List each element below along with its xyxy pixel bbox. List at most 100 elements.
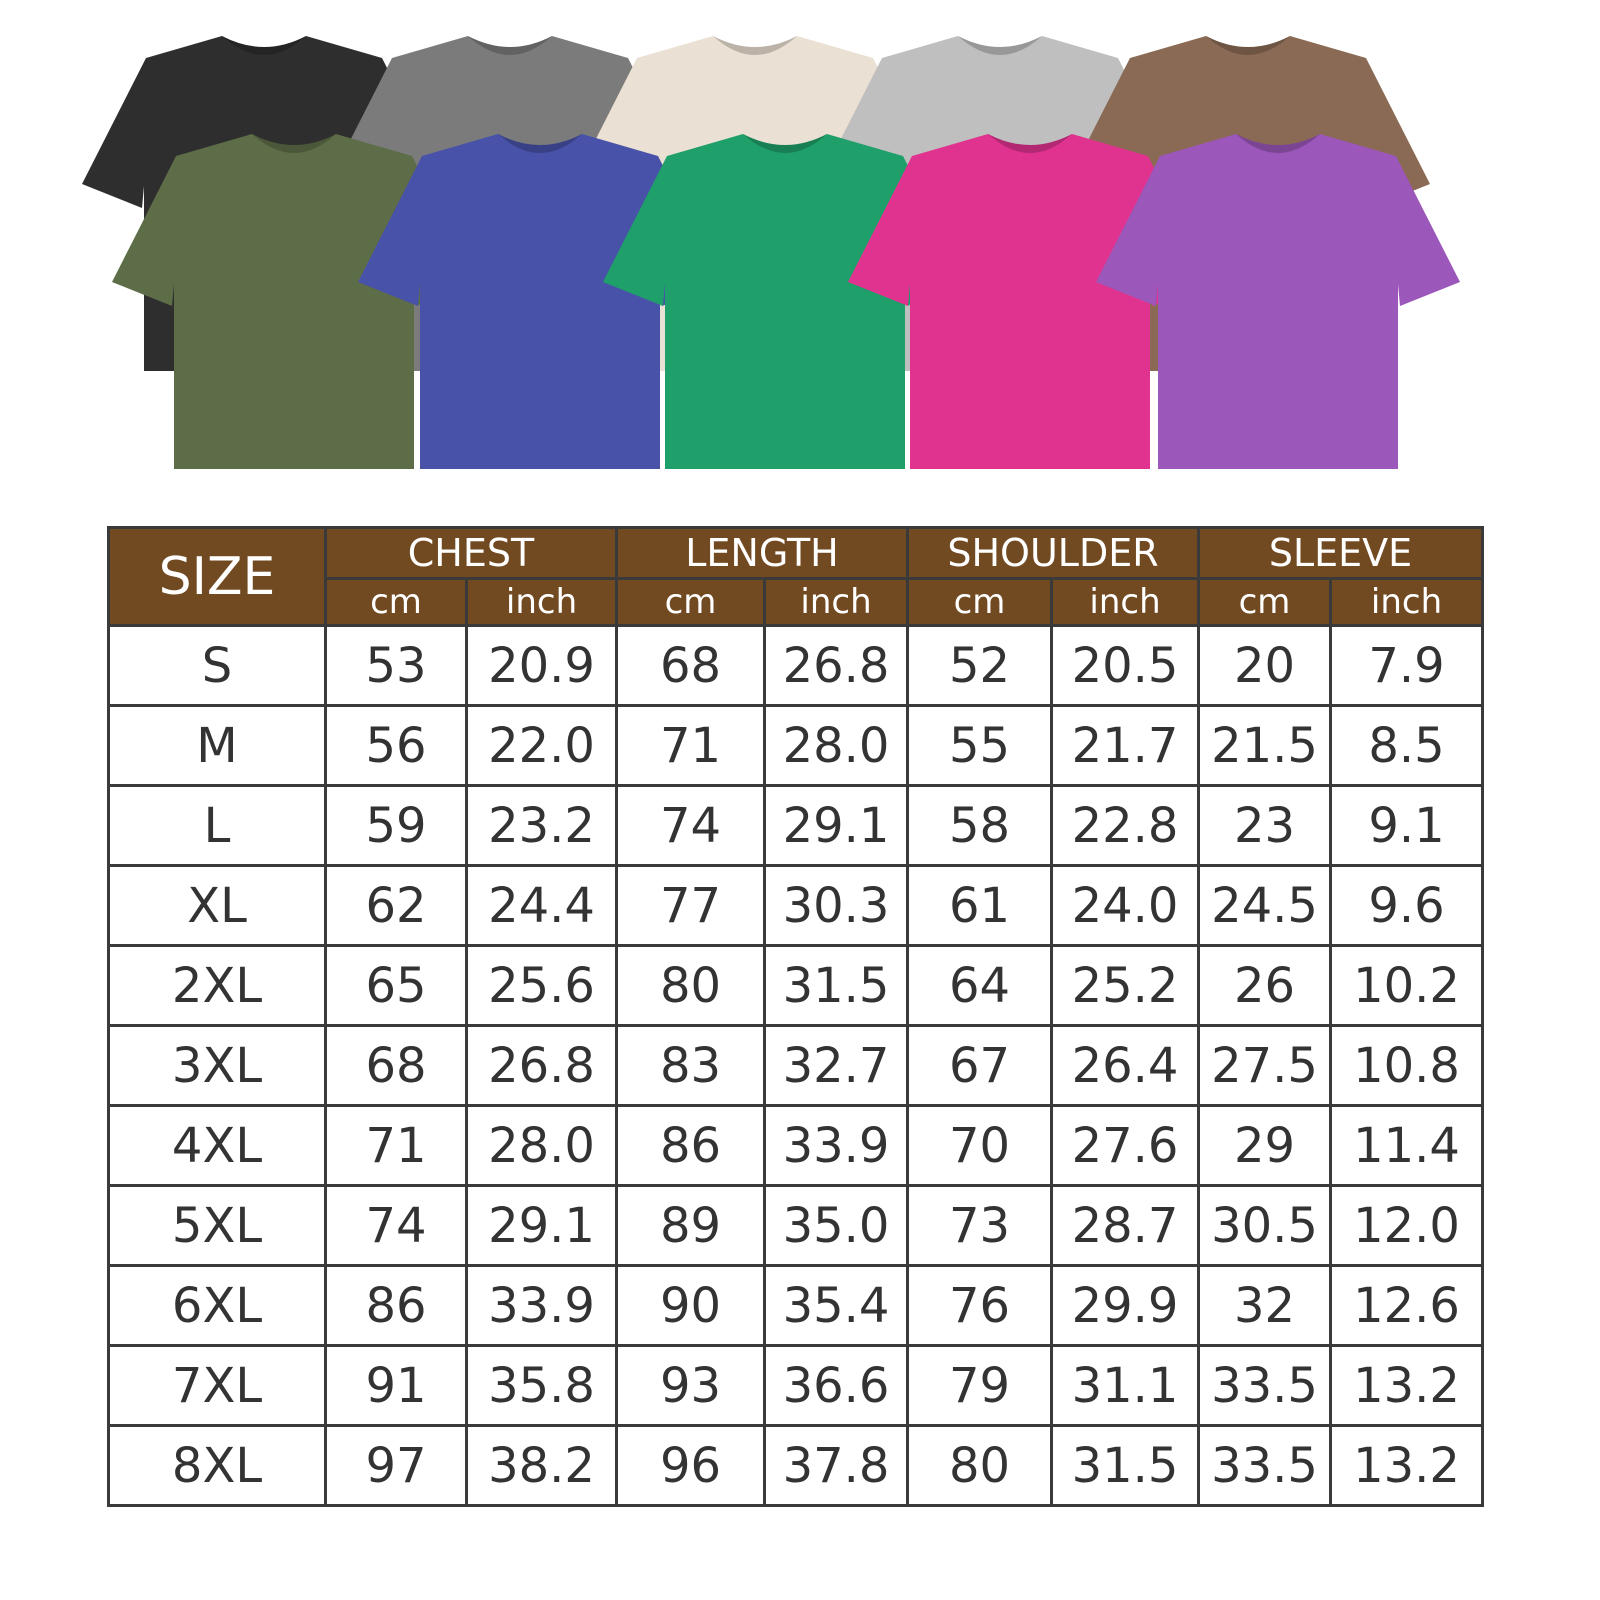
- tshirt-front: [848, 134, 1212, 469]
- measurement-cell: 52: [906, 624, 1053, 707]
- measurement-cell: 59: [324, 784, 468, 867]
- shoulder-header: SHOULDER: [906, 526, 1200, 580]
- measurement-cell: 10.8: [1329, 1024, 1484, 1107]
- unit-header: inch: [1050, 577, 1200, 627]
- measurement-cell: 20: [1197, 624, 1332, 707]
- measurement-cell: 80: [615, 944, 766, 1027]
- size-cell: XL: [107, 864, 327, 947]
- measurement-cell: 21.7: [1050, 704, 1200, 787]
- table-row: 5XL 74 29.1 89 35.0 73 28.7 30.5 12.0: [107, 1184, 1484, 1267]
- measurement-cell: 74: [615, 784, 766, 867]
- measurement-cell: 24.0: [1050, 864, 1200, 947]
- measurement-cell: 13.2: [1329, 1344, 1484, 1427]
- tshirt-front: [112, 134, 476, 469]
- measurement-cell: 23.2: [465, 784, 618, 867]
- measurement-cell: 56: [324, 704, 468, 787]
- size-cell: 6XL: [107, 1264, 327, 1347]
- measurement-cell: 23: [1197, 784, 1332, 867]
- unit-header: cm: [615, 577, 766, 627]
- table-row: S 53 20.9 68 26.8 52 20.5 20 7.9: [107, 624, 1484, 707]
- measurement-cell: 86: [615, 1104, 766, 1187]
- table-row: 2XL 65 25.6 80 31.5 64 25.2 26 10.2: [107, 944, 1484, 1027]
- measurement-cell: 20.9: [465, 624, 618, 707]
- measurement-cell: 74: [324, 1184, 468, 1267]
- measurement-cell: 80: [906, 1424, 1053, 1507]
- unit-header: cm: [906, 577, 1053, 627]
- unit-header: inch: [1329, 577, 1484, 627]
- tshirt-front: [603, 134, 967, 469]
- measurement-cell: 86: [324, 1264, 468, 1347]
- unit-header: cm: [324, 577, 468, 627]
- measurement-cell: 35.8: [465, 1344, 618, 1427]
- measurement-cell: 8.5: [1329, 704, 1484, 787]
- measurement-cell: 31.1: [1050, 1344, 1200, 1427]
- size-cell: 7XL: [107, 1344, 327, 1427]
- measurement-cell: 12.6: [1329, 1264, 1484, 1347]
- measurement-cell: 33.5: [1197, 1344, 1332, 1427]
- measurement-cell: 20.5: [1050, 624, 1200, 707]
- measurement-cell: 26: [1197, 944, 1332, 1027]
- measurement-cell: 24.5: [1197, 864, 1332, 947]
- table-row: L 59 23.2 74 29.1 58 22.8 23 9.1: [107, 784, 1484, 867]
- unit-header: inch: [465, 577, 618, 627]
- measurement-cell: 67: [906, 1024, 1053, 1107]
- measurement-cell: 68: [615, 624, 766, 707]
- size-cell: 8XL: [107, 1424, 327, 1507]
- measurement-cell: 58: [906, 784, 1053, 867]
- measurement-cell: 29.9: [1050, 1264, 1200, 1347]
- measurement-cell: 26.8: [763, 624, 909, 707]
- measurement-cell: 55: [906, 704, 1053, 787]
- measurement-cell: 9.1: [1329, 784, 1484, 867]
- table-row: 4XL 71 28.0 86 33.9 70 27.6 29 11.4: [107, 1104, 1484, 1187]
- measurement-cell: 25.6: [465, 944, 618, 1027]
- measurement-cell: 77: [615, 864, 766, 947]
- measurement-cell: 21.5: [1197, 704, 1332, 787]
- measurement-cell: 30.3: [763, 864, 909, 947]
- measurement-cell: 71: [615, 704, 766, 787]
- size-chart-table: SIZE CHEST LENGTH SHOULDER SLEEVE cm inch…: [107, 526, 1484, 1507]
- measurement-cell: 26.8: [465, 1024, 618, 1107]
- measurement-cell: 10.2: [1329, 944, 1484, 1027]
- measurement-cell: 38.2: [465, 1424, 618, 1507]
- measurement-cell: 91: [324, 1344, 468, 1427]
- measurement-cell: 68: [324, 1024, 468, 1107]
- measurement-cell: 28.0: [465, 1104, 618, 1187]
- tshirt-front: [358, 134, 722, 469]
- measurement-cell: 22.8: [1050, 784, 1200, 867]
- measurement-cell: 37.8: [763, 1424, 909, 1507]
- size-cell: 4XL: [107, 1104, 327, 1187]
- measurement-cell: 9.6: [1329, 864, 1484, 947]
- size-cell: L: [107, 784, 327, 867]
- measurement-cell: 79: [906, 1344, 1053, 1427]
- measurement-cell: 89: [615, 1184, 766, 1267]
- measurement-cell: 73: [906, 1184, 1053, 1267]
- measurement-cell: 71: [324, 1104, 468, 1187]
- measurement-cell: 7.9: [1329, 624, 1484, 707]
- measurement-cell: 27.6: [1050, 1104, 1200, 1187]
- size-cell: M: [107, 704, 327, 787]
- measurement-cell: 26.4: [1050, 1024, 1200, 1107]
- measurement-cell: 12.0: [1329, 1184, 1484, 1267]
- measurement-cell: 30.5: [1197, 1184, 1332, 1267]
- sleeve-header: SLEEVE: [1197, 526, 1484, 580]
- measurement-cell: 32.7: [763, 1024, 909, 1107]
- unit-header: inch: [763, 577, 909, 627]
- measurement-cell: 65: [324, 944, 468, 1027]
- size-cell: 5XL: [107, 1184, 327, 1267]
- measurement-cell: 28.7: [1050, 1184, 1200, 1267]
- length-header: LENGTH: [615, 526, 909, 580]
- measurement-cell: 33.9: [465, 1264, 618, 1347]
- measurement-cell: 11.4: [1329, 1104, 1484, 1187]
- measurement-cell: 96: [615, 1424, 766, 1507]
- measurement-cell: 27.5: [1197, 1024, 1332, 1107]
- table-row: 7XL 91 35.8 93 36.6 79 31.1 33.5 13.2: [107, 1344, 1484, 1427]
- size-cell: 3XL: [107, 1024, 327, 1107]
- table-row: XL 62 24.4 77 30.3 61 24.0 24.5 9.6: [107, 864, 1484, 947]
- size-cell: S: [107, 624, 327, 707]
- measurement-cell: 64: [906, 944, 1053, 1027]
- measurement-cell: 35.0: [763, 1184, 909, 1267]
- measurement-cell: 22.0: [465, 704, 618, 787]
- measurement-cell: 33.5: [1197, 1424, 1332, 1507]
- measurement-cell: 62: [324, 864, 468, 947]
- measurement-cell: 24.4: [465, 864, 618, 947]
